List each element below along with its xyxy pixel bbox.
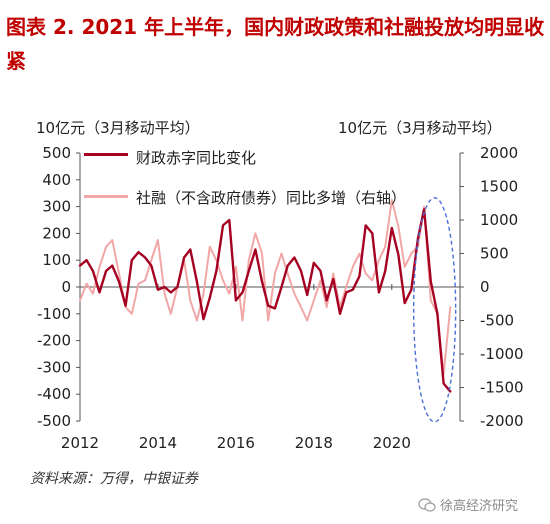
right-tick-label: -2000 [480, 412, 524, 430]
legend-swatch-social-financing [84, 195, 128, 198]
right-tick-label: 2000 [480, 144, 518, 162]
wechat-icon [418, 497, 436, 512]
left-tick-label: -200 [37, 332, 71, 350]
x-tick-label: 2012 [61, 434, 99, 452]
right-axis-ticks: -2000 -1500 -1000 -500 0 500 1000 1500 2000 [460, 144, 524, 430]
left-tick-label: -300 [37, 358, 71, 376]
right-tick-label: 1000 [480, 211, 518, 229]
left-tick-label: 100 [42, 251, 71, 269]
left-tick-label: 500 [42, 144, 71, 162]
right-tick-label: -500 [480, 312, 514, 330]
series-social-financing-line [79, 198, 452, 376]
highlight-ellipse [412, 197, 457, 423]
right-tick-label: -1000 [480, 345, 524, 363]
x-tick-label: 2014 [139, 434, 177, 452]
right-tick-label: 1500 [480, 178, 518, 196]
watermark-text: 徐高经济研究 [440, 499, 519, 514]
right-axis-unit: 10亿元（3月移动平均） [338, 119, 502, 137]
left-tick-label: -400 [37, 385, 71, 403]
legend-label-social-financing: 社融（不含政府债券）同比多增（右轴） [136, 189, 406, 207]
source-note: 资料来源：万得，中银证券 [30, 471, 198, 487]
left-tick-label: 400 [42, 171, 71, 189]
left-axis-ticks: -500 -400 -300 -200 -100 0 100 200 300 400 500 [37, 144, 80, 430]
left-tick-label: 200 [42, 224, 71, 242]
left-tick-label: 0 [61, 278, 71, 296]
left-tick-label: 300 [42, 198, 71, 216]
legend-swatch-deficit [84, 153, 128, 156]
left-tick-label: -500 [37, 412, 71, 430]
right-tick-label: 0 [480, 278, 490, 296]
x-axis-ticks: 2012 2014 2016 2018 2020 [61, 284, 411, 452]
x-tick-label: 2020 [373, 434, 411, 452]
x-tick-label: 2018 [295, 434, 333, 452]
left-axis-unit: 10亿元（3月移动平均） [36, 119, 200, 137]
right-tick-label: 500 [480, 245, 509, 263]
left-tick-label: -100 [37, 305, 71, 323]
legend-label-deficit: 财政赤字同比变化 [136, 149, 256, 167]
chart-title: 图表 2. 2021 年上半年，国内财政政策和社融投放均明显收紧 [6, 15, 545, 73]
series-group [78, 198, 452, 393]
series-deficit-line [78, 208, 452, 393]
x-tick-label: 2016 [217, 434, 255, 452]
highlight-annotation [412, 197, 457, 423]
right-tick-label: -1500 [480, 379, 524, 397]
watermark: 徐高经济研究 [418, 495, 518, 514]
